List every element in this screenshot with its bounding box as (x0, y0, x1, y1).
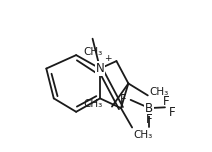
Text: CH₃: CH₃ (83, 47, 102, 57)
Text: CH₃: CH₃ (84, 99, 103, 109)
Text: F: F (120, 93, 127, 106)
Text: F: F (169, 106, 175, 119)
Text: +: + (105, 54, 112, 63)
Text: CH₃: CH₃ (149, 87, 169, 97)
Text: F: F (163, 95, 169, 108)
Text: F: F (146, 113, 153, 126)
Text: N: N (96, 62, 104, 75)
Text: B: B (145, 102, 153, 115)
Text: CH₃: CH₃ (134, 130, 153, 140)
